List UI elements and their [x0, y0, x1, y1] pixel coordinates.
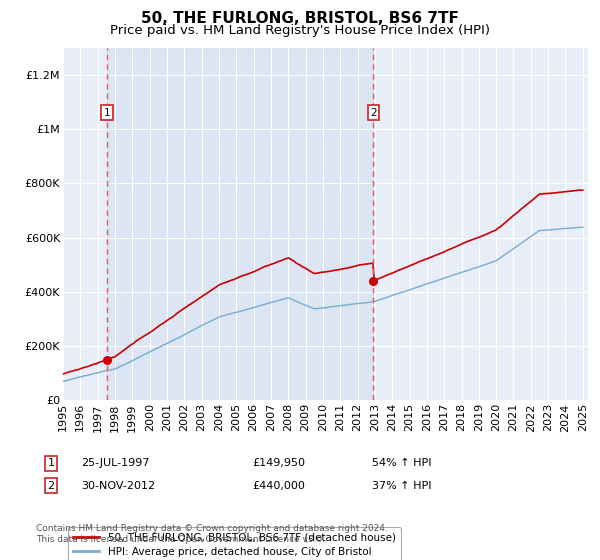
Bar [107, 48, 373, 400]
Legend: 50, THE FURLONG, BRISTOL, BS6 7TF (detached house), HPI: Average price, detached: 50, THE FURLONG, BRISTOL, BS6 7TF (detac… [68, 528, 401, 560]
Text: £149,950: £149,950 [252, 458, 305, 468]
Text: 54% ↑ HPI: 54% ↑ HPI [372, 458, 431, 468]
Text: Contains HM Land Registry data © Crown copyright and database right 2024.
This d: Contains HM Land Registry data © Crown c… [36, 524, 388, 544]
Text: 25-JUL-1997: 25-JUL-1997 [81, 458, 149, 468]
Text: 1: 1 [47, 458, 55, 468]
Text: 50, THE FURLONG, BRISTOL, BS6 7TF: 50, THE FURLONG, BRISTOL, BS6 7TF [141, 11, 459, 26]
Text: Price paid vs. HM Land Registry's House Price Index (HPI): Price paid vs. HM Land Registry's House … [110, 24, 490, 36]
Text: 37% ↑ HPI: 37% ↑ HPI [372, 480, 431, 491]
Text: £440,000: £440,000 [252, 480, 305, 491]
Text: 2: 2 [370, 108, 377, 118]
Text: 1: 1 [104, 108, 110, 118]
Text: 30-NOV-2012: 30-NOV-2012 [81, 480, 155, 491]
Point [368, 277, 378, 286]
Text: 2: 2 [47, 480, 55, 491]
Point [103, 355, 112, 364]
